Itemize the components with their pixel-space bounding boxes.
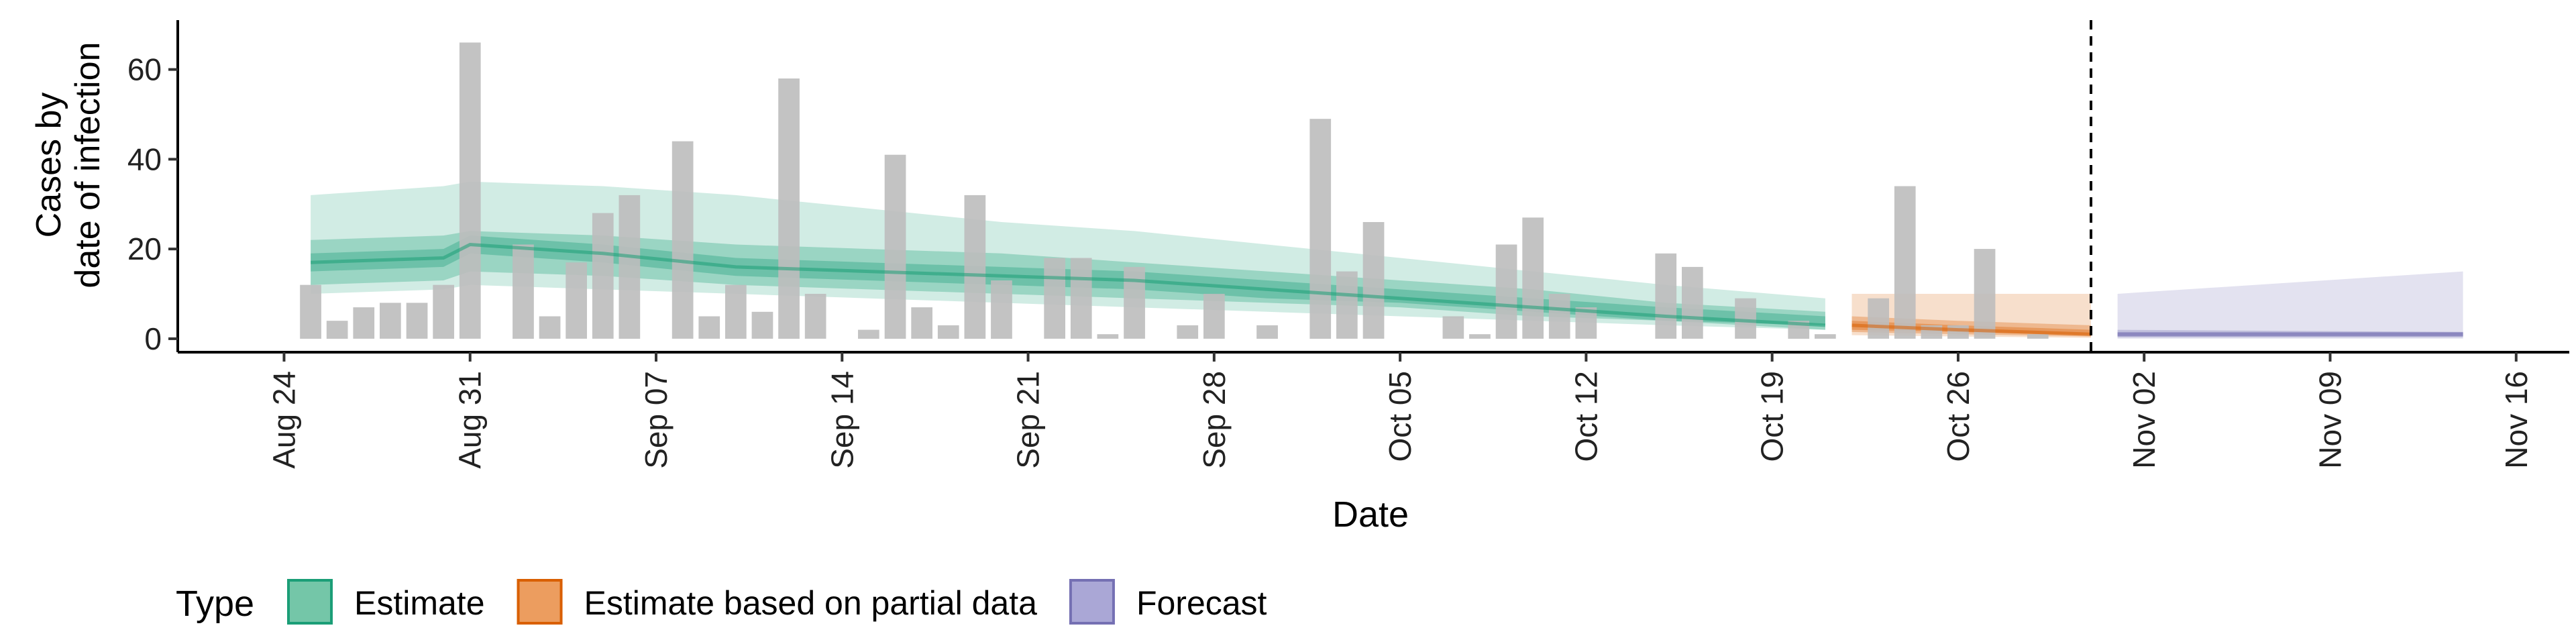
- y-axis-title: Cases by date of infection: [30, 42, 107, 288]
- x-tick-label: Aug 31: [453, 371, 488, 469]
- case-bar: [1548, 294, 1570, 339]
- x-tick-label: Oct 12: [1568, 371, 1603, 462]
- legend-title: Type: [176, 584, 254, 624]
- case-bar: [380, 303, 401, 339]
- case-bar: [513, 244, 534, 339]
- legend: Type Estimate Estimate based on partial d…: [176, 579, 1267, 625]
- case-bar: [433, 284, 454, 339]
- case-bar: [566, 262, 587, 339]
- case-bar: [1256, 325, 1278, 339]
- case-bar: [1735, 298, 1756, 339]
- case-bar: [964, 195, 986, 339]
- case-bars: [300, 42, 2049, 339]
- legend-label-estimate-based-on-partial-data: Estimate based on partial data: [584, 584, 1038, 622]
- case-bar: [911, 307, 932, 339]
- case-bar: [1655, 253, 1677, 339]
- case-bar: [937, 325, 959, 339]
- y-tick-label: 0: [144, 321, 162, 356]
- case-bar: [619, 195, 641, 339]
- legend-key-estimate: [287, 579, 333, 625]
- y-tick-label: 20: [127, 231, 162, 266]
- case-bar: [858, 329, 879, 339]
- case-bar: [1309, 119, 1332, 339]
- forecast-outer-band: [2117, 271, 2463, 339]
- case-bar: [1894, 186, 1916, 339]
- case-bar: [991, 280, 1012, 339]
- case-bar: [1070, 258, 1092, 339]
- case-bar: [672, 141, 694, 339]
- case-bar: [1469, 334, 1491, 339]
- y-tick-label: 60: [127, 52, 162, 87]
- x-tick-label: Oct 05: [1383, 371, 1417, 462]
- x-tick-label: Aug 24: [266, 371, 301, 469]
- median-lines: [311, 242, 2463, 336]
- case-bar: [1177, 325, 1199, 339]
- case-bar: [778, 78, 800, 339]
- x-tick-label: Oct 19: [1755, 371, 1790, 462]
- legend-label-forecast: Forecast: [1136, 584, 1267, 622]
- estimate-median-line: [311, 242, 1826, 327]
- case-bar: [539, 316, 561, 339]
- y-axis-title-line-2: date of infection: [68, 42, 107, 288]
- axes: 0 20 40 60 Aug 24 Aug 31 Sep 07 Sep 14 Sep 21 Sep…: [127, 20, 2569, 469]
- case-bar: [1124, 266, 1145, 339]
- x-tick-label: Nov 16: [2499, 371, 2534, 469]
- y-tick-label: 40: [127, 142, 162, 176]
- case-bar: [300, 284, 321, 339]
- case-bar: [1974, 249, 1996, 339]
- x-tick-label: Nov 02: [2127, 371, 2161, 469]
- case-bar: [1362, 222, 1385, 339]
- case-bar: [804, 294, 826, 339]
- case-bar: [1682, 266, 1703, 339]
- case-bar: [1815, 334, 1836, 339]
- case-bar: [884, 154, 906, 339]
- case-bar: [751, 311, 773, 339]
- case-bar: [459, 42, 481, 339]
- case-bar: [1044, 258, 1065, 339]
- legend-label-estimate: Estimate: [354, 584, 485, 622]
- case-bar: [1203, 294, 1225, 339]
- y-axis-title-line-1: Cases by: [30, 93, 68, 238]
- case-bar: [326, 321, 348, 339]
- case-bar: [1522, 217, 1544, 339]
- x-tick-label: Sep 07: [639, 371, 674, 469]
- case-bar: [1097, 334, 1119, 339]
- case-bar: [406, 303, 428, 339]
- x-tick-label: Oct 26: [1941, 371, 1976, 462]
- x-axis-title: Date: [1332, 494, 1409, 535]
- case-bar: [1336, 271, 1358, 339]
- case-bar: [353, 307, 375, 339]
- legend-key-estimate-based-on-partial-data: [517, 579, 563, 625]
- case-bar: [698, 316, 720, 339]
- case-bar: [592, 213, 614, 339]
- case-bar: [2027, 334, 2049, 339]
- case-bar: [1947, 325, 1969, 339]
- case-bar: [1868, 298, 1889, 339]
- case-bar: [725, 284, 747, 339]
- case-bar: [1442, 316, 1464, 339]
- x-tick-label: Sep 28: [1197, 371, 1232, 469]
- estimate-based-on-partial-data-median-line: [1851, 323, 2092, 336]
- x-tick-label: Sep 14: [824, 371, 859, 469]
- case-bar: [1495, 244, 1517, 339]
- legend-key-forecast: [1069, 579, 1115, 625]
- x-tick-label: Nov 09: [2313, 371, 2348, 469]
- x-tick-label: Sep 21: [1011, 371, 1046, 469]
